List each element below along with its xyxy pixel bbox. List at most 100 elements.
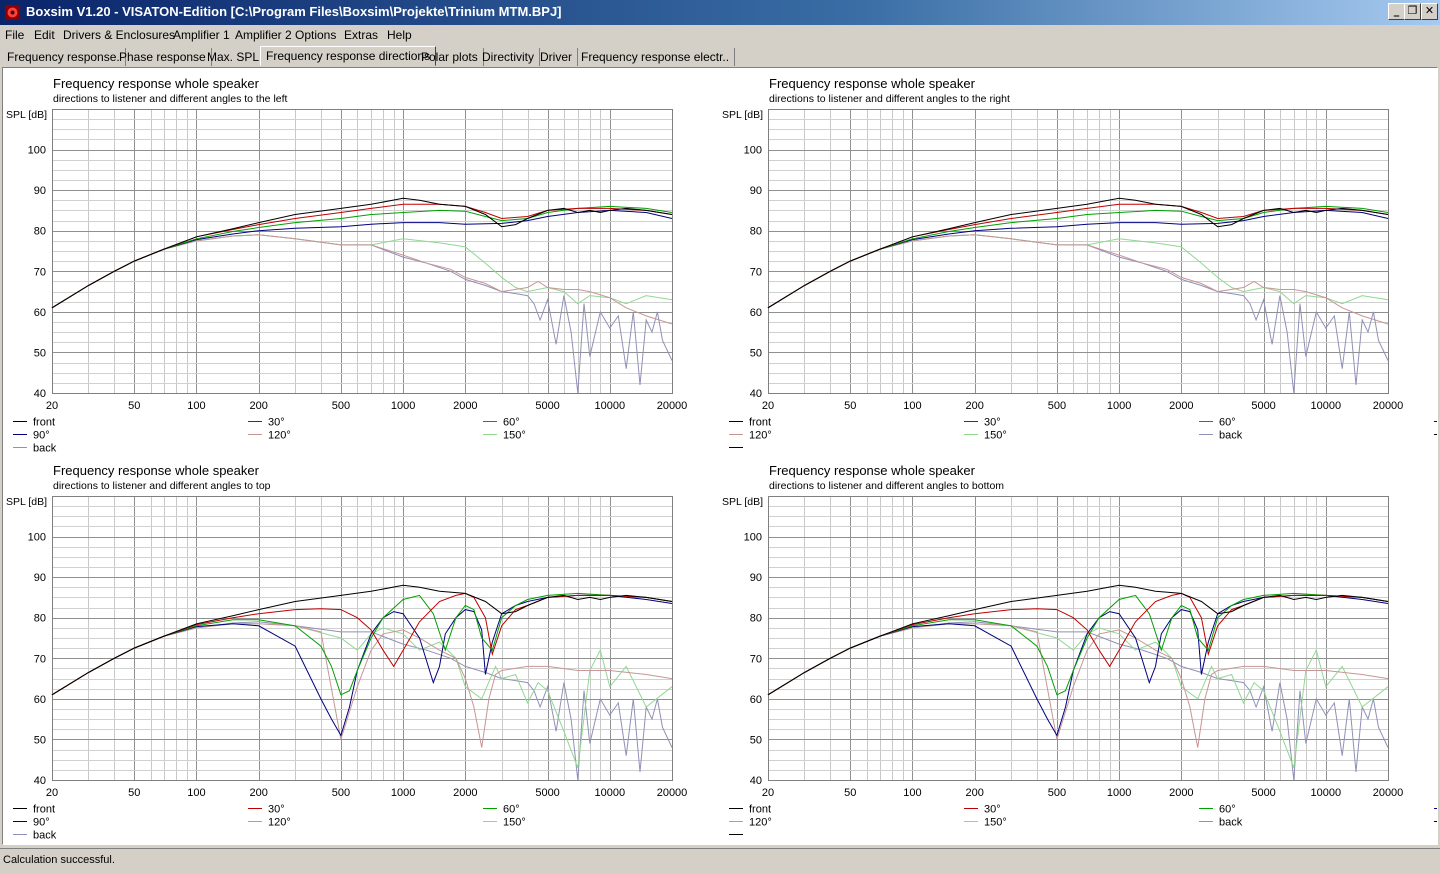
- x-tick-label: 1000: [391, 787, 415, 799]
- menu-file[interactable]: File: [5, 28, 25, 42]
- x-tick-label: 20: [46, 400, 58, 412]
- menu-edit[interactable]: Edit: [34, 28, 55, 42]
- chart-title: Frequency response whole speaker: [769, 76, 976, 91]
- title-bar: Boxsim V1.20 - VISATON-Edition [C:\Progr…: [0, 0, 1440, 25]
- grid: [52, 109, 673, 394]
- boxsim-app-icon[interactable]: [4, 4, 21, 21]
- tab-phase-response[interactable]: Phase response: [114, 48, 212, 66]
- y-tick-label: 80: [34, 613, 46, 625]
- y-tick-label: 90: [750, 572, 762, 584]
- menu-extras[interactable]: Extras: [344, 28, 379, 42]
- tab-frequency-response[interactable]: Frequency response.: [2, 48, 126, 66]
- tab-polar-plots[interactable]: Polar plots: [416, 48, 484, 66]
- chart-1: Frequency response whole speaker directio…: [722, 76, 1437, 448]
- x-tick-label: 500: [332, 787, 350, 799]
- y-tick-label: 70: [750, 266, 762, 278]
- legend-label: 30°: [268, 417, 285, 429]
- window-title: Boxsim V1.20 - VISATON-Edition [C:\Progr…: [26, 4, 562, 19]
- y-tick-label: 90: [34, 572, 46, 584]
- x-tick-label: 2000: [453, 787, 477, 799]
- legend-label: 150°: [503, 817, 526, 829]
- y-tick-label: 80: [750, 613, 762, 625]
- y-tick-label: 50: [750, 347, 762, 359]
- status-text: Calculation successful.: [3, 854, 115, 866]
- y-tick-label: 50: [34, 734, 46, 746]
- series-line-60: [767, 592, 1389, 696]
- x-tick-label: 50: [128, 400, 140, 412]
- series-line-120: [51, 623, 673, 748]
- legend-label: 120°: [268, 817, 291, 829]
- menu-help[interactable]: Help: [387, 28, 412, 42]
- legend-label: 120°: [268, 430, 291, 442]
- y-tick-label: 40: [750, 775, 762, 787]
- tab-max-spl[interactable]: Max. SPL: [202, 48, 266, 66]
- y-tick-label: 100: [744, 145, 762, 157]
- legend-label: back: [1219, 430, 1243, 442]
- y-tick-label: 50: [34, 347, 46, 359]
- x-tick-label: 20: [46, 787, 58, 799]
- tab-frequency-response-directions[interactable]: Frequency response directions: [260, 46, 437, 66]
- y-tick-label: 90: [34, 185, 46, 197]
- charts-panel: Frequency response whole speaker directio…: [2, 67, 1438, 845]
- legend-label: 60°: [503, 804, 520, 816]
- chart-0: Frequency response whole speaker directio…: [6, 76, 687, 455]
- legend-label: 60°: [1219, 804, 1236, 816]
- legend-label: front: [749, 417, 771, 429]
- tab-frequency-response-electr[interactable]: Frequency response electr..: [576, 48, 736, 66]
- x-tick-label: 100: [903, 787, 921, 799]
- legend-label: 30°: [984, 417, 1001, 429]
- restore-icon[interactable]: ❐: [1404, 3, 1421, 20]
- x-tick-label: 5000: [1251, 400, 1275, 412]
- y-tick-label: 80: [750, 226, 762, 238]
- x-tick-label: 100: [903, 400, 921, 412]
- tab-driver[interactable]: Driver: [535, 48, 578, 66]
- charts-svg: Frequency response whole speaker directio…: [6, 76, 1437, 842]
- tab-directivity[interactable]: Directivity: [477, 48, 541, 66]
- x-tick-label: 10000: [594, 400, 625, 412]
- series-line-front: [51, 197, 673, 309]
- y-tick-label: 50: [750, 734, 762, 746]
- y-tick-label: 70: [34, 266, 46, 278]
- x-tick-label: 5000: [535, 787, 559, 799]
- grid: [52, 496, 673, 781]
- x-tick-label: 200: [249, 787, 267, 799]
- x-tick-label: 2000: [1169, 400, 1193, 412]
- y-tick-label: 40: [34, 775, 46, 787]
- x-tick-label: 200: [965, 787, 983, 799]
- x-tick-label: 1000: [391, 400, 415, 412]
- minimize-icon[interactable]: _: [1388, 3, 1405, 20]
- x-tick-label: 100: [187, 787, 205, 799]
- x-tick-label: 50: [128, 787, 140, 799]
- y-tick-label: 60: [750, 307, 762, 319]
- plot-frame: [768, 109, 1389, 394]
- x-tick-label: 1000: [1107, 787, 1131, 799]
- x-tick-label: 2000: [1169, 787, 1193, 799]
- x-tick-label: 50: [844, 787, 856, 799]
- menu-options[interactable]: Options: [295, 28, 337, 42]
- x-tick-label: 20000: [657, 787, 688, 799]
- y-axis-label: SPL [dB]: [6, 109, 47, 121]
- series-line-120: [767, 623, 1389, 748]
- series-line-front: [767, 197, 1389, 309]
- plot-frame: [768, 496, 1389, 781]
- legend-label: 30°: [984, 804, 1001, 816]
- y-axis-label: SPL [dB]: [722, 109, 763, 121]
- close-icon[interactable]: ✕: [1421, 3, 1438, 20]
- menu-amplifier-2[interactable]: Amplifier 2: [235, 28, 292, 42]
- chart-title: Frequency response whole speaker: [53, 76, 260, 91]
- x-tick-label: 20000: [657, 400, 688, 412]
- menu-amplifier-1[interactable]: Amplifier 1: [173, 28, 230, 42]
- y-axis-label: SPL [dB]: [6, 496, 47, 508]
- chart-subtitle: directions to listener and different ang…: [53, 93, 288, 105]
- grid: [768, 109, 1389, 394]
- legend-label: 90°: [33, 430, 50, 442]
- chart-title: Frequency response whole speaker: [53, 463, 260, 478]
- series-line-front: [51, 584, 673, 696]
- x-tick-label: 5000: [1251, 787, 1275, 799]
- y-tick-label: 100: [744, 532, 762, 544]
- y-axis-label: SPL [dB]: [722, 496, 763, 508]
- legend-label: back: [33, 443, 57, 455]
- chart-subtitle: directions to listener and different ang…: [53, 480, 271, 492]
- y-tick-label: 40: [750, 388, 762, 400]
- menu-drivers-enclosures[interactable]: Drivers & Enclosures: [63, 28, 176, 42]
